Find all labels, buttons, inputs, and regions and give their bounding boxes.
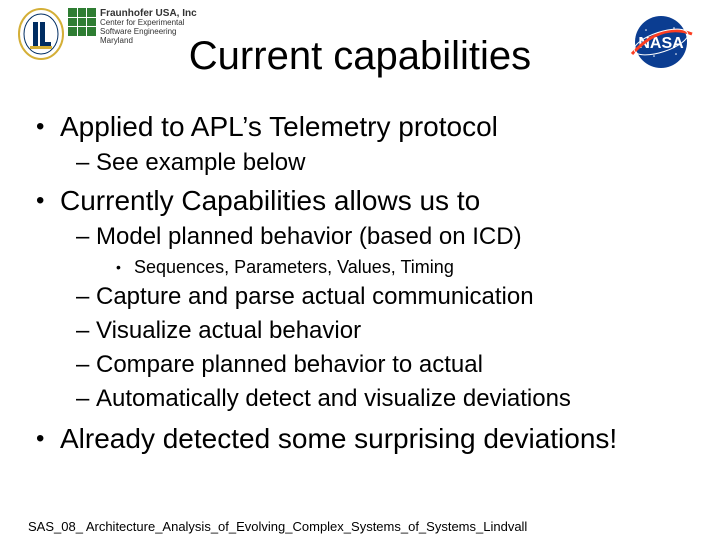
bullet-text: Automatically detect and visualize devia… xyxy=(96,384,696,414)
content-body: • Applied to APL’s Telemetry protocol – … xyxy=(36,104,696,456)
bullet-l1: • Already detected some surprising devia… xyxy=(36,422,696,456)
dash-icon: – xyxy=(76,350,96,380)
slide: Fraunhofer USA, Inc Center for Experimen… xyxy=(0,0,720,540)
bullet-dot-icon: • xyxy=(36,422,60,456)
bullet-l2: – Capture and parse actual communication xyxy=(76,282,696,312)
bullet-text: Sequences, Parameters, Values, Timing xyxy=(134,256,696,278)
bullet-l2: – Model planned behavior (based on ICD) xyxy=(76,222,696,252)
bullet-text: Model planned behavior (based on ICD) xyxy=(96,222,696,252)
dash-icon: – xyxy=(76,222,96,252)
dash-icon: – xyxy=(76,384,96,414)
bullet-l2: – Automatically detect and visualize dev… xyxy=(76,384,696,414)
bullet-text: Currently Capabilities allows us to xyxy=(60,184,696,218)
dash-icon: – xyxy=(76,148,96,178)
bullet-text: See example below xyxy=(96,148,696,178)
bullet-text: Capture and parse actual communication xyxy=(96,282,696,312)
bullet-text: Applied to APL’s Telemetry protocol xyxy=(60,110,696,144)
dash-icon: – xyxy=(76,282,96,312)
bullet-l2: – See example below xyxy=(76,148,696,178)
slide-title: Current capabilities xyxy=(0,34,720,79)
bullet-l1: • Currently Capabilities allows us to xyxy=(36,184,696,218)
bullet-text: Visualize actual behavior xyxy=(96,316,696,346)
fraunhofer-grid-icon xyxy=(68,8,96,36)
dash-icon: – xyxy=(76,316,96,346)
bullet-dot-icon: • xyxy=(36,110,60,144)
bullet-dot-icon: • xyxy=(116,256,134,278)
bullet-text: Compare planned behavior to actual xyxy=(96,350,696,380)
bullet-l2: – Compare planned behavior to actual xyxy=(76,350,696,380)
bullet-dot-icon: • xyxy=(36,184,60,218)
bullet-l2: – Visualize actual behavior xyxy=(76,316,696,346)
bullet-l1: • Applied to APL’s Telemetry protocol xyxy=(36,110,696,144)
bullet-text: Already detected some surprising deviati… xyxy=(60,422,696,456)
bullet-l3: • Sequences, Parameters, Values, Timing xyxy=(116,256,696,278)
footer-text: SAS_08_ Architecture_Analysis_of_Evolvin… xyxy=(28,519,527,534)
